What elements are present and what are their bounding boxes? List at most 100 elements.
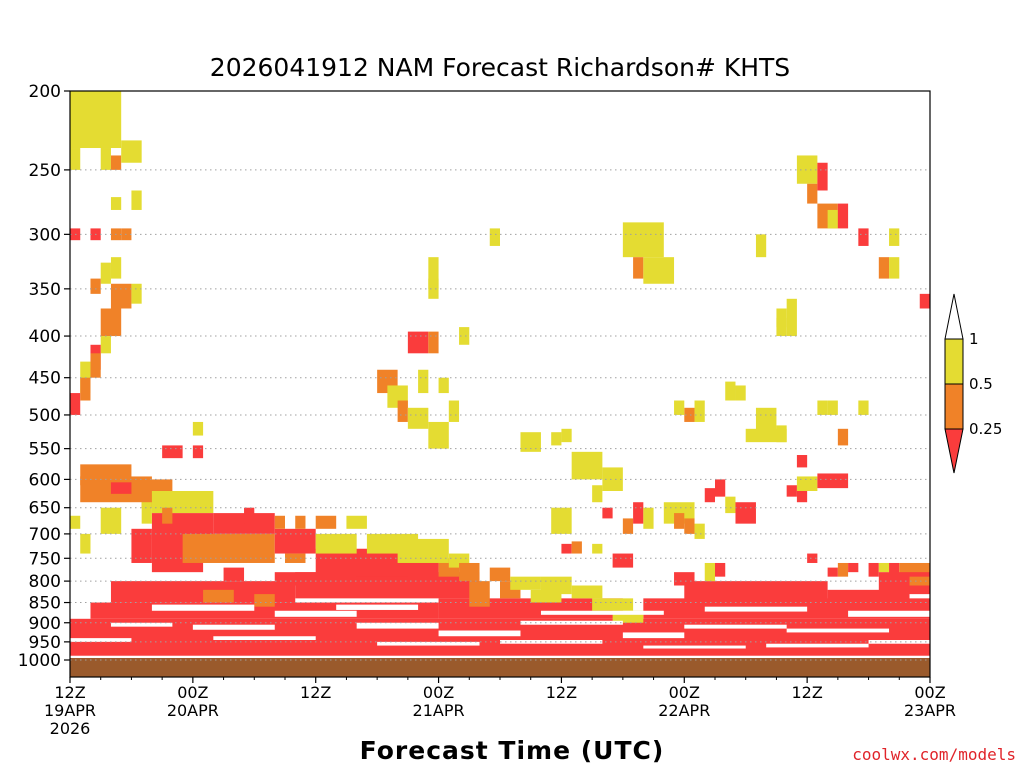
legend-top-arrow (944, 293, 964, 340)
ri-cell (643, 507, 654, 529)
y-tick-label: 900 (29, 614, 61, 634)
ri-gap (848, 610, 930, 617)
ri-cell (592, 485, 603, 503)
x-tick-label: 00Z (914, 683, 945, 702)
ri-cell (796, 455, 808, 468)
ri-cell (622, 222, 664, 258)
ri-cell (817, 473, 849, 489)
ri-gap (786, 628, 890, 633)
ri-cell (796, 476, 818, 491)
y-tick-label: 250 (29, 161, 61, 181)
ri-cell (622, 518, 634, 534)
y-tick-label: 300 (29, 225, 61, 245)
y-tick-label: 450 (29, 369, 61, 389)
y-tick-label: 800 (29, 572, 61, 592)
legend-level-label: 0.25 (969, 420, 1002, 438)
ri-cell (530, 589, 562, 603)
chart-title: 2026041912 NAM Forecast Richardson# KHTS (210, 53, 790, 82)
ri-gap (540, 610, 664, 615)
ri-cell (80, 377, 91, 401)
ri-cell (889, 562, 900, 577)
ri-cell (745, 428, 787, 443)
ri-cell (612, 553, 634, 568)
ri-cell (868, 562, 879, 577)
ri-cell (203, 589, 234, 603)
ri-cell (397, 538, 449, 563)
ri-cell (725, 496, 736, 514)
ri-cell (786, 298, 797, 337)
ri-cell (735, 385, 746, 401)
ri-cell (796, 155, 818, 184)
ri-cell (100, 148, 111, 170)
x-tick-label: 00Z (177, 683, 208, 702)
ri-cell (561, 428, 572, 443)
ri-cell (704, 488, 715, 503)
ri-cell (919, 293, 930, 309)
ri-cell (182, 533, 275, 563)
ri-cell (407, 331, 429, 354)
ri-cell (489, 567, 511, 582)
ri-cell (315, 533, 357, 554)
ri-cell (755, 234, 767, 258)
ri-cell (438, 377, 449, 394)
ri-cell (837, 562, 849, 577)
gap-layer (70, 604, 930, 649)
ri-cell (684, 518, 695, 534)
ri-cell (407, 407, 429, 429)
ri-cell (540, 576, 572, 595)
ri-cell (837, 428, 849, 446)
gridlines (70, 169, 930, 661)
ri-cell (110, 257, 122, 279)
ri-cell (694, 400, 705, 422)
ri-cell (110, 197, 122, 210)
ri-cell (428, 278, 439, 299)
ri-cell (715, 562, 726, 577)
ri-cell (684, 407, 695, 422)
ri-gap (356, 622, 439, 629)
ri-cell (274, 515, 285, 529)
ri-cell (551, 432, 562, 446)
ri-cell (786, 485, 797, 497)
x-tick-label: 12Z (791, 683, 822, 702)
ri-cell (674, 513, 685, 529)
x-tick-label: 22APR (658, 701, 710, 720)
ri-cell (571, 451, 603, 480)
x-axis-label: Forecast Time (UTC) (360, 736, 665, 765)
ri-cell (110, 155, 122, 170)
ri-gap (192, 624, 275, 630)
ri-gap (704, 606, 808, 612)
ri-cell (878, 257, 890, 279)
ri-cell (295, 515, 306, 529)
ri-cell (131, 528, 152, 563)
ri-cell (571, 585, 603, 599)
ri-cell (121, 140, 142, 163)
heatmap-cells-layer (70, 91, 930, 623)
x-tick-label: 20APR (167, 701, 219, 720)
x-tick-label: 12Z (300, 683, 331, 702)
ri-cell (274, 572, 316, 586)
ri-cell (827, 209, 838, 229)
ri-cell (90, 278, 101, 294)
ri-gap (110, 622, 173, 627)
ri-cell (223, 567, 245, 582)
ri-gap (684, 624, 787, 629)
ri-cell (110, 482, 132, 494)
x-tick-label: 12Z (54, 683, 85, 702)
ri-cell (520, 432, 541, 452)
ri-cell (141, 502, 152, 524)
ri-cell (131, 283, 142, 304)
y-tick-label: 750 (29, 549, 61, 569)
y-tick-label: 500 (29, 406, 61, 426)
y-axis: 200 250 300 350 400 450 500 550 600 650 700 750 8008… (18, 82, 70, 671)
ri-cell (889, 228, 900, 246)
credit-text: coolwx.com/models (852, 745, 1016, 764)
ri-gap (213, 636, 316, 641)
y-tick-label: 650 (29, 499, 61, 519)
ri-cell (796, 490, 808, 503)
ri-cell (602, 507, 613, 519)
ri-gap (766, 643, 869, 648)
ground-below-surface (70, 658, 930, 677)
ri-cell (100, 336, 111, 354)
ri-cell (70, 393, 81, 415)
x-tick-label: 12Z (546, 683, 577, 702)
